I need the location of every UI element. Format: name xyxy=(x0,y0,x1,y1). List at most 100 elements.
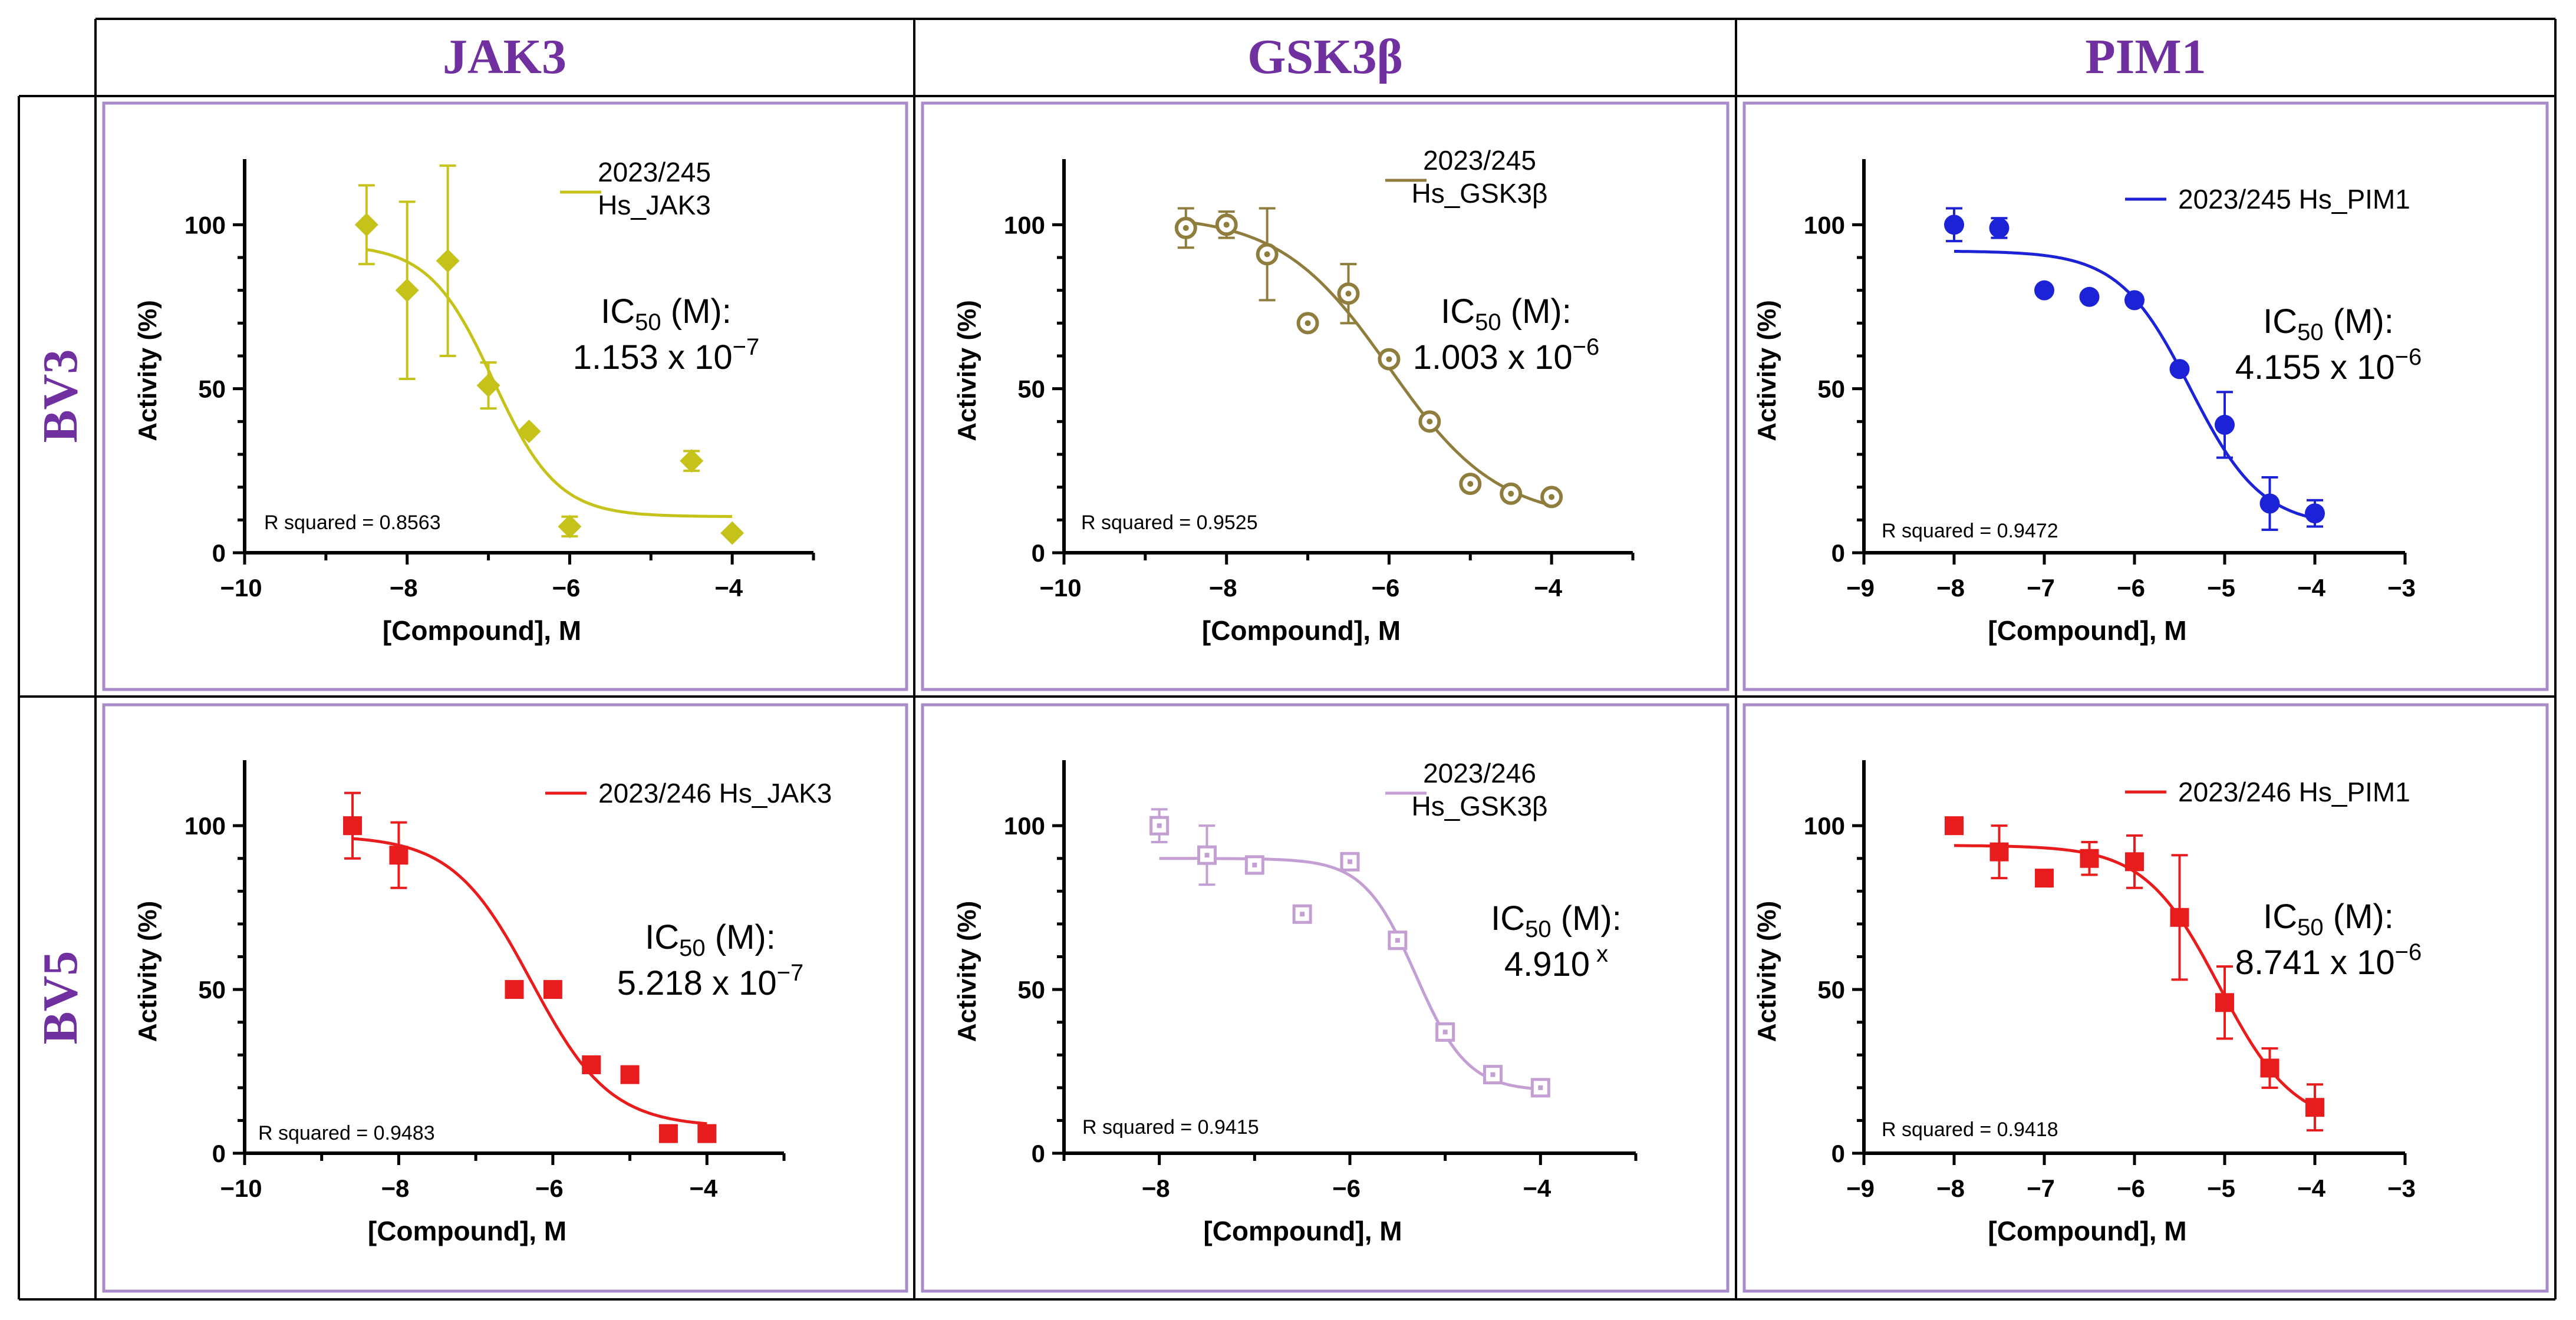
data-point-center xyxy=(1427,418,1433,425)
data-point xyxy=(2259,493,2280,514)
data-point xyxy=(582,1055,601,1074)
panel-frame-bv3-jak3 xyxy=(102,101,908,691)
data-point-center xyxy=(1395,938,1400,943)
r-squared-label: R squared = 0.9525 xyxy=(1081,512,1258,534)
data-point xyxy=(2260,1058,2279,1078)
ic50-label: IC50 (M): xyxy=(2263,302,2394,345)
x-tick-label: −3 xyxy=(2387,574,2416,602)
r-squared-label: R squared = 0.9415 xyxy=(1082,1116,1259,1138)
y-axis-label: Activity (%) xyxy=(133,300,162,441)
data-point xyxy=(505,980,524,999)
fit-curve xyxy=(1185,220,1552,507)
column-header-pim1: PIM1 xyxy=(2085,29,2206,84)
x-tick-label: −10 xyxy=(220,1174,262,1202)
y-tick-label: 0 xyxy=(1032,1140,1045,1167)
data-point-center xyxy=(1182,225,1189,231)
data-point xyxy=(2079,286,2100,307)
ic50-value: 5.218 x 10−7 xyxy=(617,960,804,1002)
data-point xyxy=(658,1124,678,1143)
chart-bv3-gsk3b: −10 −8 −6 −4 0 50 100 [Compound], M Activity (%)… xyxy=(953,145,1635,646)
x-tick-label: −8 xyxy=(1936,574,1965,602)
y-axis-label: Activity (%) xyxy=(1753,901,1781,1042)
data-point xyxy=(2125,852,2144,872)
legend-label-line1: 2023/245 xyxy=(1423,145,1536,176)
legend-label-line2: Hs_GSK3β xyxy=(1412,178,1548,209)
x-tick-label: −6 xyxy=(2117,574,2145,602)
x-tick-label: −4 xyxy=(2297,1174,2326,1202)
x-tick-label: −8 xyxy=(1142,1174,1170,1202)
panel-frame-bv3-gsk3b xyxy=(921,101,1730,691)
x-axis-label: [Compound], M xyxy=(383,615,581,646)
x-tick-label: −4 xyxy=(2297,574,2326,602)
data-point-center xyxy=(1538,1085,1543,1090)
legend-label-line1: 2023/245 xyxy=(598,157,711,187)
x-tick-label: −8 xyxy=(390,574,418,602)
ic50-value: 1.003 x 10−6 xyxy=(1413,334,1600,377)
data-point-center xyxy=(1386,356,1392,362)
legend-label: 2023/246 Hs_JAK3 xyxy=(598,778,832,808)
ic50-value: 1.153 x 10−7 xyxy=(573,334,760,377)
data-point xyxy=(395,278,419,302)
panel-frame-bv5-gsk3b xyxy=(921,703,1730,1293)
y-tick-label: 0 xyxy=(1831,1140,1845,1167)
y-tick-label: 0 xyxy=(212,539,226,567)
x-tick-label: −5 xyxy=(2207,1174,2235,1202)
fit-curve xyxy=(366,248,733,518)
r-squared-label: R squared = 0.9483 xyxy=(258,1122,435,1144)
data-point xyxy=(1944,214,1964,235)
fit-curve xyxy=(1159,857,1541,1091)
data-point xyxy=(1989,842,2009,862)
x-tick-label: −5 xyxy=(2207,574,2235,602)
data-point xyxy=(343,816,362,836)
x-tick-label: −6 xyxy=(2117,1174,2145,1202)
ic50-label: IC50 (M): xyxy=(645,918,776,961)
y-tick-label: 0 xyxy=(212,1140,226,1167)
x-tick-label: −8 xyxy=(1209,574,1237,602)
y-tick-label: 0 xyxy=(1831,539,1845,567)
panel-frame-bv5-pim1 xyxy=(1742,703,2549,1293)
panel-frame-bv3-pim1 xyxy=(1742,101,2549,691)
x-axis-label: [Compound], M xyxy=(1988,615,2186,646)
data-point xyxy=(2305,1098,2324,1117)
r-squared-label: R squared = 0.9472 xyxy=(1882,520,2058,542)
y-tick-label: 50 xyxy=(1817,375,1845,403)
ic50-label: IC50 (M): xyxy=(1441,292,1572,335)
y-axis-label: Activity (%) xyxy=(953,300,981,441)
data-point xyxy=(1989,217,2010,238)
x-tick-label: −6 xyxy=(1371,574,1399,602)
data-point xyxy=(620,1065,640,1084)
x-axis-label: [Compound], M xyxy=(1202,615,1401,646)
data-point-center xyxy=(1264,251,1270,258)
ic50-label: IC50 (M): xyxy=(1491,899,1622,942)
data-point-center xyxy=(1490,1072,1495,1077)
data-point xyxy=(436,249,460,273)
data-point-center xyxy=(1467,481,1474,487)
data-point-center xyxy=(1204,853,1210,858)
legend-label: 2023/245 Hs_PIM1 xyxy=(2178,184,2410,214)
data-point xyxy=(720,521,745,545)
y-axis-label: Activity (%) xyxy=(133,901,162,1042)
data-point xyxy=(389,846,409,865)
data-point xyxy=(1435,1022,1455,1042)
legend-label: 2023/246 Hs_PIM1 xyxy=(2178,777,2410,807)
chart-bv3-jak3: −10 −8 −6 −4 0 50 100 [Compound], M Activity (%)… xyxy=(133,157,815,646)
data-point xyxy=(2124,290,2145,311)
data-point-center xyxy=(1300,912,1305,917)
chart-bv5-pim1: −9 −8 −7 −6 −5 −4 −3 0 50 100 [Compound], M Activit… xyxy=(1753,760,2422,1246)
panel-frame-bv5-jak3 xyxy=(102,703,908,1293)
chart-bv3-pim1: −9 −8 −7 −6 −5 −4 −3 0 50 100 [Compound], M Activit… xyxy=(1753,159,2422,646)
y-tick-label: 50 xyxy=(198,375,226,403)
data-point xyxy=(2215,993,2234,1012)
column-header-jak3: JAK3 xyxy=(443,29,566,84)
x-tick-label: −4 xyxy=(1523,1174,1551,1202)
y-tick-label: 100 xyxy=(1004,211,1045,239)
table-grid xyxy=(18,18,2557,1301)
data-point xyxy=(2080,849,2099,868)
data-point xyxy=(1945,816,1964,836)
r-squared-label: R squared = 0.9418 xyxy=(1882,1118,2058,1141)
legend-label-line2: Hs_JAK3 xyxy=(598,190,711,220)
x-tick-label: −4 xyxy=(714,574,743,602)
x-axis-label: [Compound], M xyxy=(1203,1216,1402,1246)
y-tick-label: 50 xyxy=(1017,375,1045,403)
data-point-center xyxy=(1345,291,1352,297)
